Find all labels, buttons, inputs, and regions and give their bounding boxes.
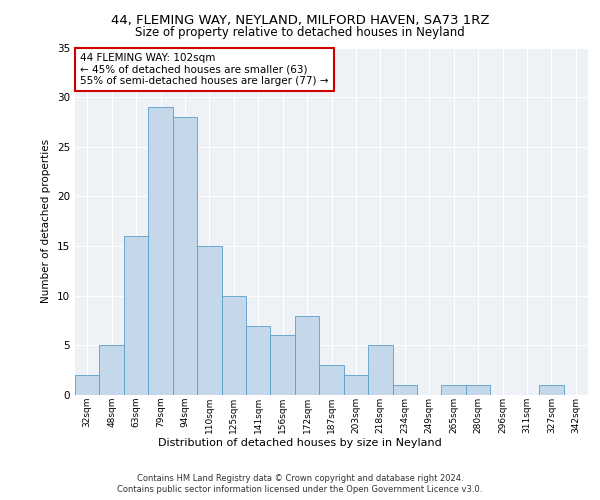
Text: Size of property relative to detached houses in Neyland: Size of property relative to detached ho… bbox=[135, 26, 465, 39]
Bar bbox=[368, 346, 392, 395]
Bar bbox=[148, 107, 173, 395]
Bar bbox=[221, 296, 246, 395]
Bar bbox=[319, 365, 344, 395]
Bar bbox=[124, 236, 148, 395]
Bar bbox=[392, 385, 417, 395]
Text: Contains public sector information licensed under the Open Government Licence v3: Contains public sector information licen… bbox=[118, 485, 482, 494]
Text: Contains HM Land Registry data © Crown copyright and database right 2024.: Contains HM Land Registry data © Crown c… bbox=[137, 474, 463, 483]
Bar bbox=[466, 385, 490, 395]
Bar bbox=[75, 375, 100, 395]
Text: Distribution of detached houses by size in Neyland: Distribution of detached houses by size … bbox=[158, 438, 442, 448]
Bar bbox=[442, 385, 466, 395]
Bar bbox=[100, 346, 124, 395]
Bar bbox=[173, 117, 197, 395]
Y-axis label: Number of detached properties: Number of detached properties bbox=[41, 139, 52, 304]
Bar bbox=[295, 316, 319, 395]
Text: 44, FLEMING WAY, NEYLAND, MILFORD HAVEN, SA73 1RZ: 44, FLEMING WAY, NEYLAND, MILFORD HAVEN,… bbox=[111, 14, 489, 27]
Text: 44 FLEMING WAY: 102sqm
← 45% of detached houses are smaller (63)
55% of semi-det: 44 FLEMING WAY: 102sqm ← 45% of detached… bbox=[80, 52, 329, 86]
Bar bbox=[271, 336, 295, 395]
Bar bbox=[539, 385, 563, 395]
Bar bbox=[344, 375, 368, 395]
Bar bbox=[246, 326, 271, 395]
Bar bbox=[197, 246, 221, 395]
